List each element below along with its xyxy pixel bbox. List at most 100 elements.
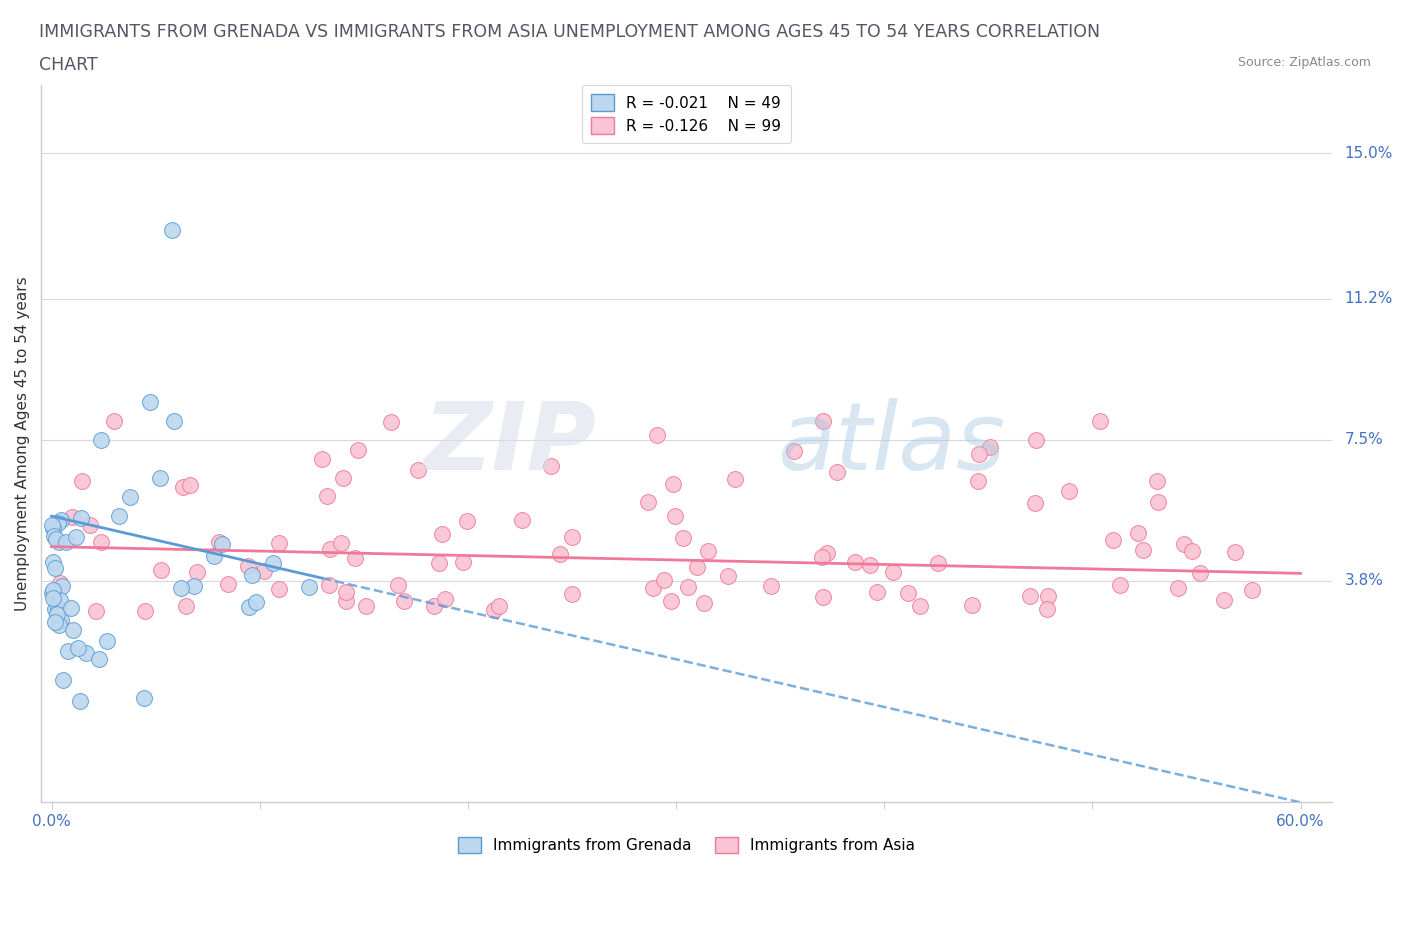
Point [897, 585, 920, 600]
Text: IMMIGRANTS FROM GRENADA VS IMMIGRANTS FROM ASIA UNEMPLOYMENT AMONG AGES 45 TO 54: IMMIGRANTS FROM GRENADA VS IMMIGRANTS FR… [39, 23, 1101, 41]
Point [659, 594, 682, 609]
Point [1167, 580, 1189, 595]
Point [42, 528, 65, 543]
Point [318, 578, 340, 592]
Point [332, 471, 354, 485]
Point [174, 599, 197, 614]
Point [150, 563, 173, 578]
Point [44, 561, 66, 576]
Point [46, 515, 69, 530]
Point [202, 549, 225, 564]
Point [319, 541, 342, 556]
Point [56, 644, 79, 658]
Point [139, 394, 162, 409]
Point [1057, 484, 1080, 498]
Point [238, 599, 260, 614]
Point [394, 594, 416, 609]
Point [311, 451, 333, 466]
Point [484, 603, 506, 618]
Point [908, 599, 931, 614]
Point [60, 510, 83, 525]
Point [967, 473, 990, 488]
Point [1173, 537, 1195, 551]
Point [434, 591, 457, 606]
Point [652, 572, 675, 587]
Point [160, 222, 183, 237]
Point [134, 604, 156, 618]
Point [1101, 533, 1123, 548]
Y-axis label: Unemployment Among Ages 45 to 54 years: Unemployment Among Ages 45 to 54 years [15, 276, 30, 611]
Point [41, 586, 63, 601]
Point [637, 495, 659, 510]
Point [347, 443, 370, 458]
Point [90, 432, 112, 447]
Point [51, 512, 73, 527]
Text: atlas: atlas [776, 398, 1005, 489]
Point [685, 559, 707, 574]
Point [46, 607, 69, 622]
Point [561, 587, 583, 602]
Point [724, 472, 747, 487]
Point [211, 537, 233, 551]
Point [882, 565, 904, 579]
Point [548, 547, 571, 562]
Point [267, 536, 290, 551]
Point [45, 531, 67, 546]
Point [60, 601, 83, 616]
Point [179, 478, 201, 493]
Point [236, 559, 259, 574]
Point [662, 477, 685, 492]
Point [267, 581, 290, 596]
Point [329, 536, 352, 551]
Point [66, 641, 89, 656]
Point [46, 601, 69, 616]
Point [1212, 593, 1234, 608]
Point [186, 565, 208, 579]
Point [759, 578, 782, 593]
Point [1036, 588, 1059, 603]
Point [149, 471, 172, 485]
Point [217, 577, 239, 591]
Point [561, 530, 583, 545]
Point [42, 521, 65, 536]
Point [253, 563, 276, 578]
Point [1146, 495, 1168, 510]
Point [427, 556, 450, 571]
Point [183, 578, 205, 593]
Point [49, 613, 72, 628]
Point [672, 531, 695, 546]
Point [44, 615, 66, 630]
Point [262, 555, 284, 570]
Text: 11.2%: 11.2% [1344, 291, 1393, 306]
Point [488, 598, 510, 613]
Point [430, 526, 453, 541]
Point [1181, 544, 1204, 559]
Point [96, 633, 118, 648]
Point [298, 579, 321, 594]
Point [44, 602, 66, 617]
Point [967, 446, 990, 461]
Point [1035, 602, 1057, 617]
Point [1146, 473, 1168, 488]
Point [354, 598, 377, 613]
Point [335, 585, 357, 600]
Point [49, 576, 72, 591]
Point [664, 509, 686, 524]
Point [87, 652, 110, 667]
Point [79, 517, 101, 532]
Point [170, 580, 193, 595]
Point [49, 592, 72, 607]
Point [75, 645, 97, 660]
Point [1223, 545, 1246, 560]
Point [783, 444, 806, 458]
Point [240, 568, 263, 583]
Point [927, 556, 949, 571]
Point [118, 489, 141, 504]
Point [335, 593, 357, 608]
Point [451, 555, 474, 570]
Point [512, 512, 534, 527]
Point [859, 557, 882, 572]
Text: 3.8%: 3.8% [1344, 574, 1384, 589]
Point [423, 599, 446, 614]
Point [1019, 589, 1042, 604]
